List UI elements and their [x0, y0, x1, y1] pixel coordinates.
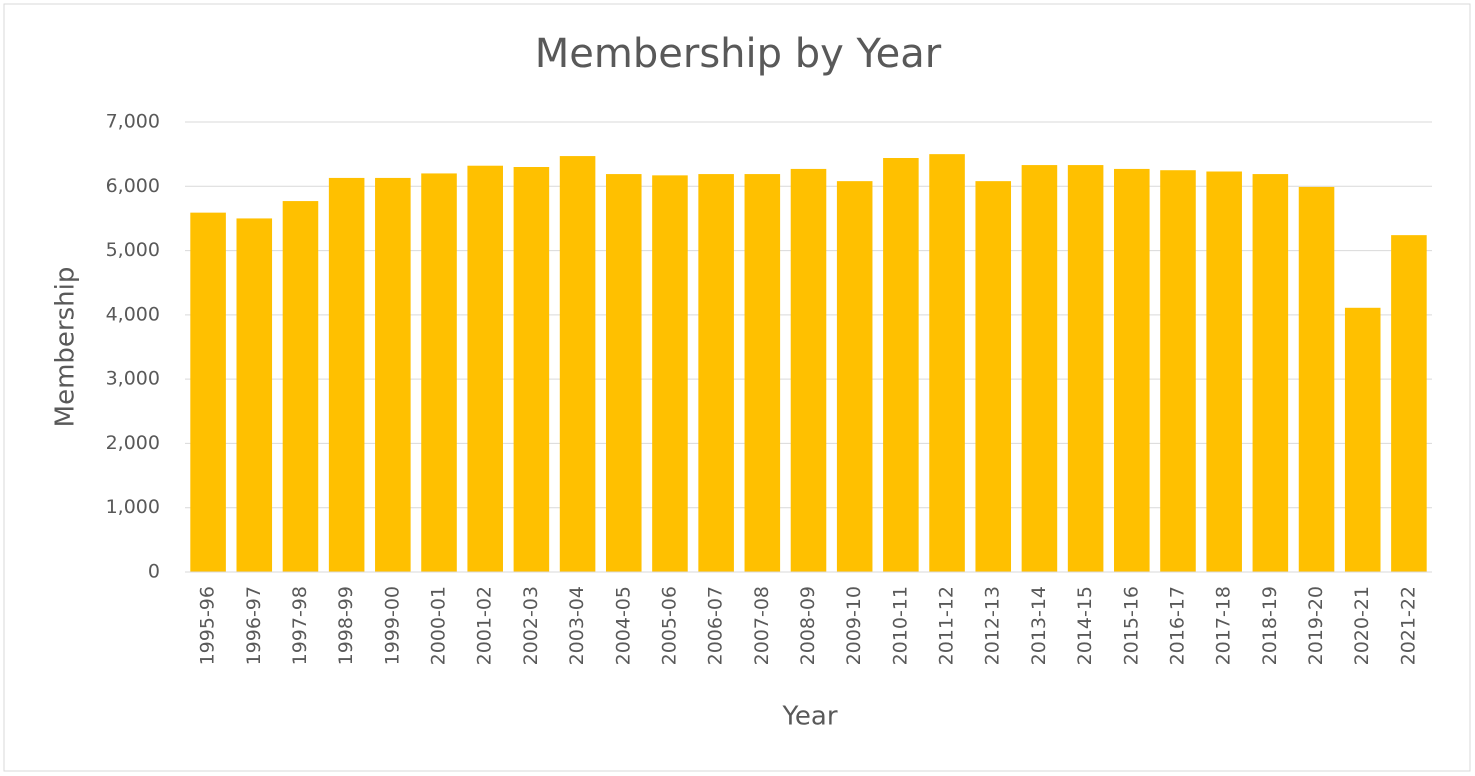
x-tick-label: 2020-21	[1351, 586, 1373, 665]
y-tick-label: 0	[148, 561, 160, 583]
bar	[467, 165, 503, 572]
x-tick-label: 2005-06	[658, 586, 680, 665]
y-tick-label: 1,000	[106, 496, 160, 518]
x-tick-label: 2002-03	[520, 586, 542, 665]
bar	[929, 154, 965, 572]
x-tick-label: 2010-11	[889, 586, 911, 665]
y-tick-label: 4,000	[106, 303, 160, 325]
y-tick-label: 5,000	[106, 239, 160, 261]
bar	[1067, 165, 1104, 573]
bar	[744, 174, 781, 573]
bar	[652, 175, 688, 572]
x-tick-label: 1995-96	[197, 586, 219, 665]
bar	[1206, 171, 1242, 572]
x-tick-label: 2012-13	[982, 586, 1004, 665]
bar	[1114, 168, 1150, 572]
x-tick-label: 2021-22	[1397, 586, 1419, 665]
bar	[1021, 165, 1058, 573]
x-tick-label: 2009-10	[843, 586, 865, 665]
y-axis-label: Membership	[51, 267, 81, 428]
x-tick-label: 2008-09	[797, 586, 819, 665]
x-tick-label: 2014-15	[1074, 586, 1096, 665]
x-tick-label: 2007-08	[751, 586, 773, 665]
x-tick-label: 2019-20	[1305, 586, 1327, 665]
bar	[883, 158, 919, 572]
bar	[421, 173, 457, 572]
bar	[1252, 174, 1289, 573]
bar	[513, 167, 550, 572]
x-tick-label: 2004-05	[612, 586, 634, 665]
x-tick-label: 2016-17	[1166, 586, 1188, 665]
bar	[328, 177, 365, 572]
bar	[1160, 170, 1196, 572]
chart-title: Membership by Year	[535, 31, 942, 77]
bar	[190, 212, 226, 572]
y-tick-label: 7,000	[106, 111, 160, 133]
x-tick-label: 2001-02	[474, 586, 496, 665]
x-tick-label: 2000-01	[428, 586, 450, 665]
bar	[375, 177, 411, 572]
x-axis-label: Year	[781, 702, 837, 732]
bar	[836, 181, 873, 572]
x-tick-label: 1998-99	[335, 586, 357, 665]
x-tick-label: 2013-14	[1028, 586, 1050, 665]
bar	[282, 201, 319, 573]
bar	[236, 218, 273, 572]
bar	[975, 181, 1012, 572]
bar	[1391, 235, 1427, 572]
x-tick-label: 1996-97	[243, 586, 265, 665]
x-tick-label: 2011-12	[936, 586, 958, 665]
bar	[790, 168, 827, 572]
x-tick-label: 2006-07	[705, 586, 727, 665]
x-tick-label: 1999-00	[381, 586, 403, 665]
x-tick-label: 2003-04	[566, 586, 588, 665]
x-tick-label: 2018-19	[1259, 586, 1281, 665]
y-tick-label: 3,000	[106, 368, 160, 390]
bar	[1298, 186, 1335, 572]
y-tick-label: 6,000	[106, 175, 160, 197]
bar	[559, 156, 596, 573]
x-tick-label: 1997-98	[289, 586, 311, 665]
bar	[605, 174, 642, 573]
x-tick-label: 2017-18	[1213, 586, 1235, 665]
y-tick-label: 2,000	[106, 432, 160, 454]
x-tick-label: 2015-16	[1120, 586, 1142, 665]
bar	[698, 174, 734, 573]
bar	[1344, 307, 1381, 572]
